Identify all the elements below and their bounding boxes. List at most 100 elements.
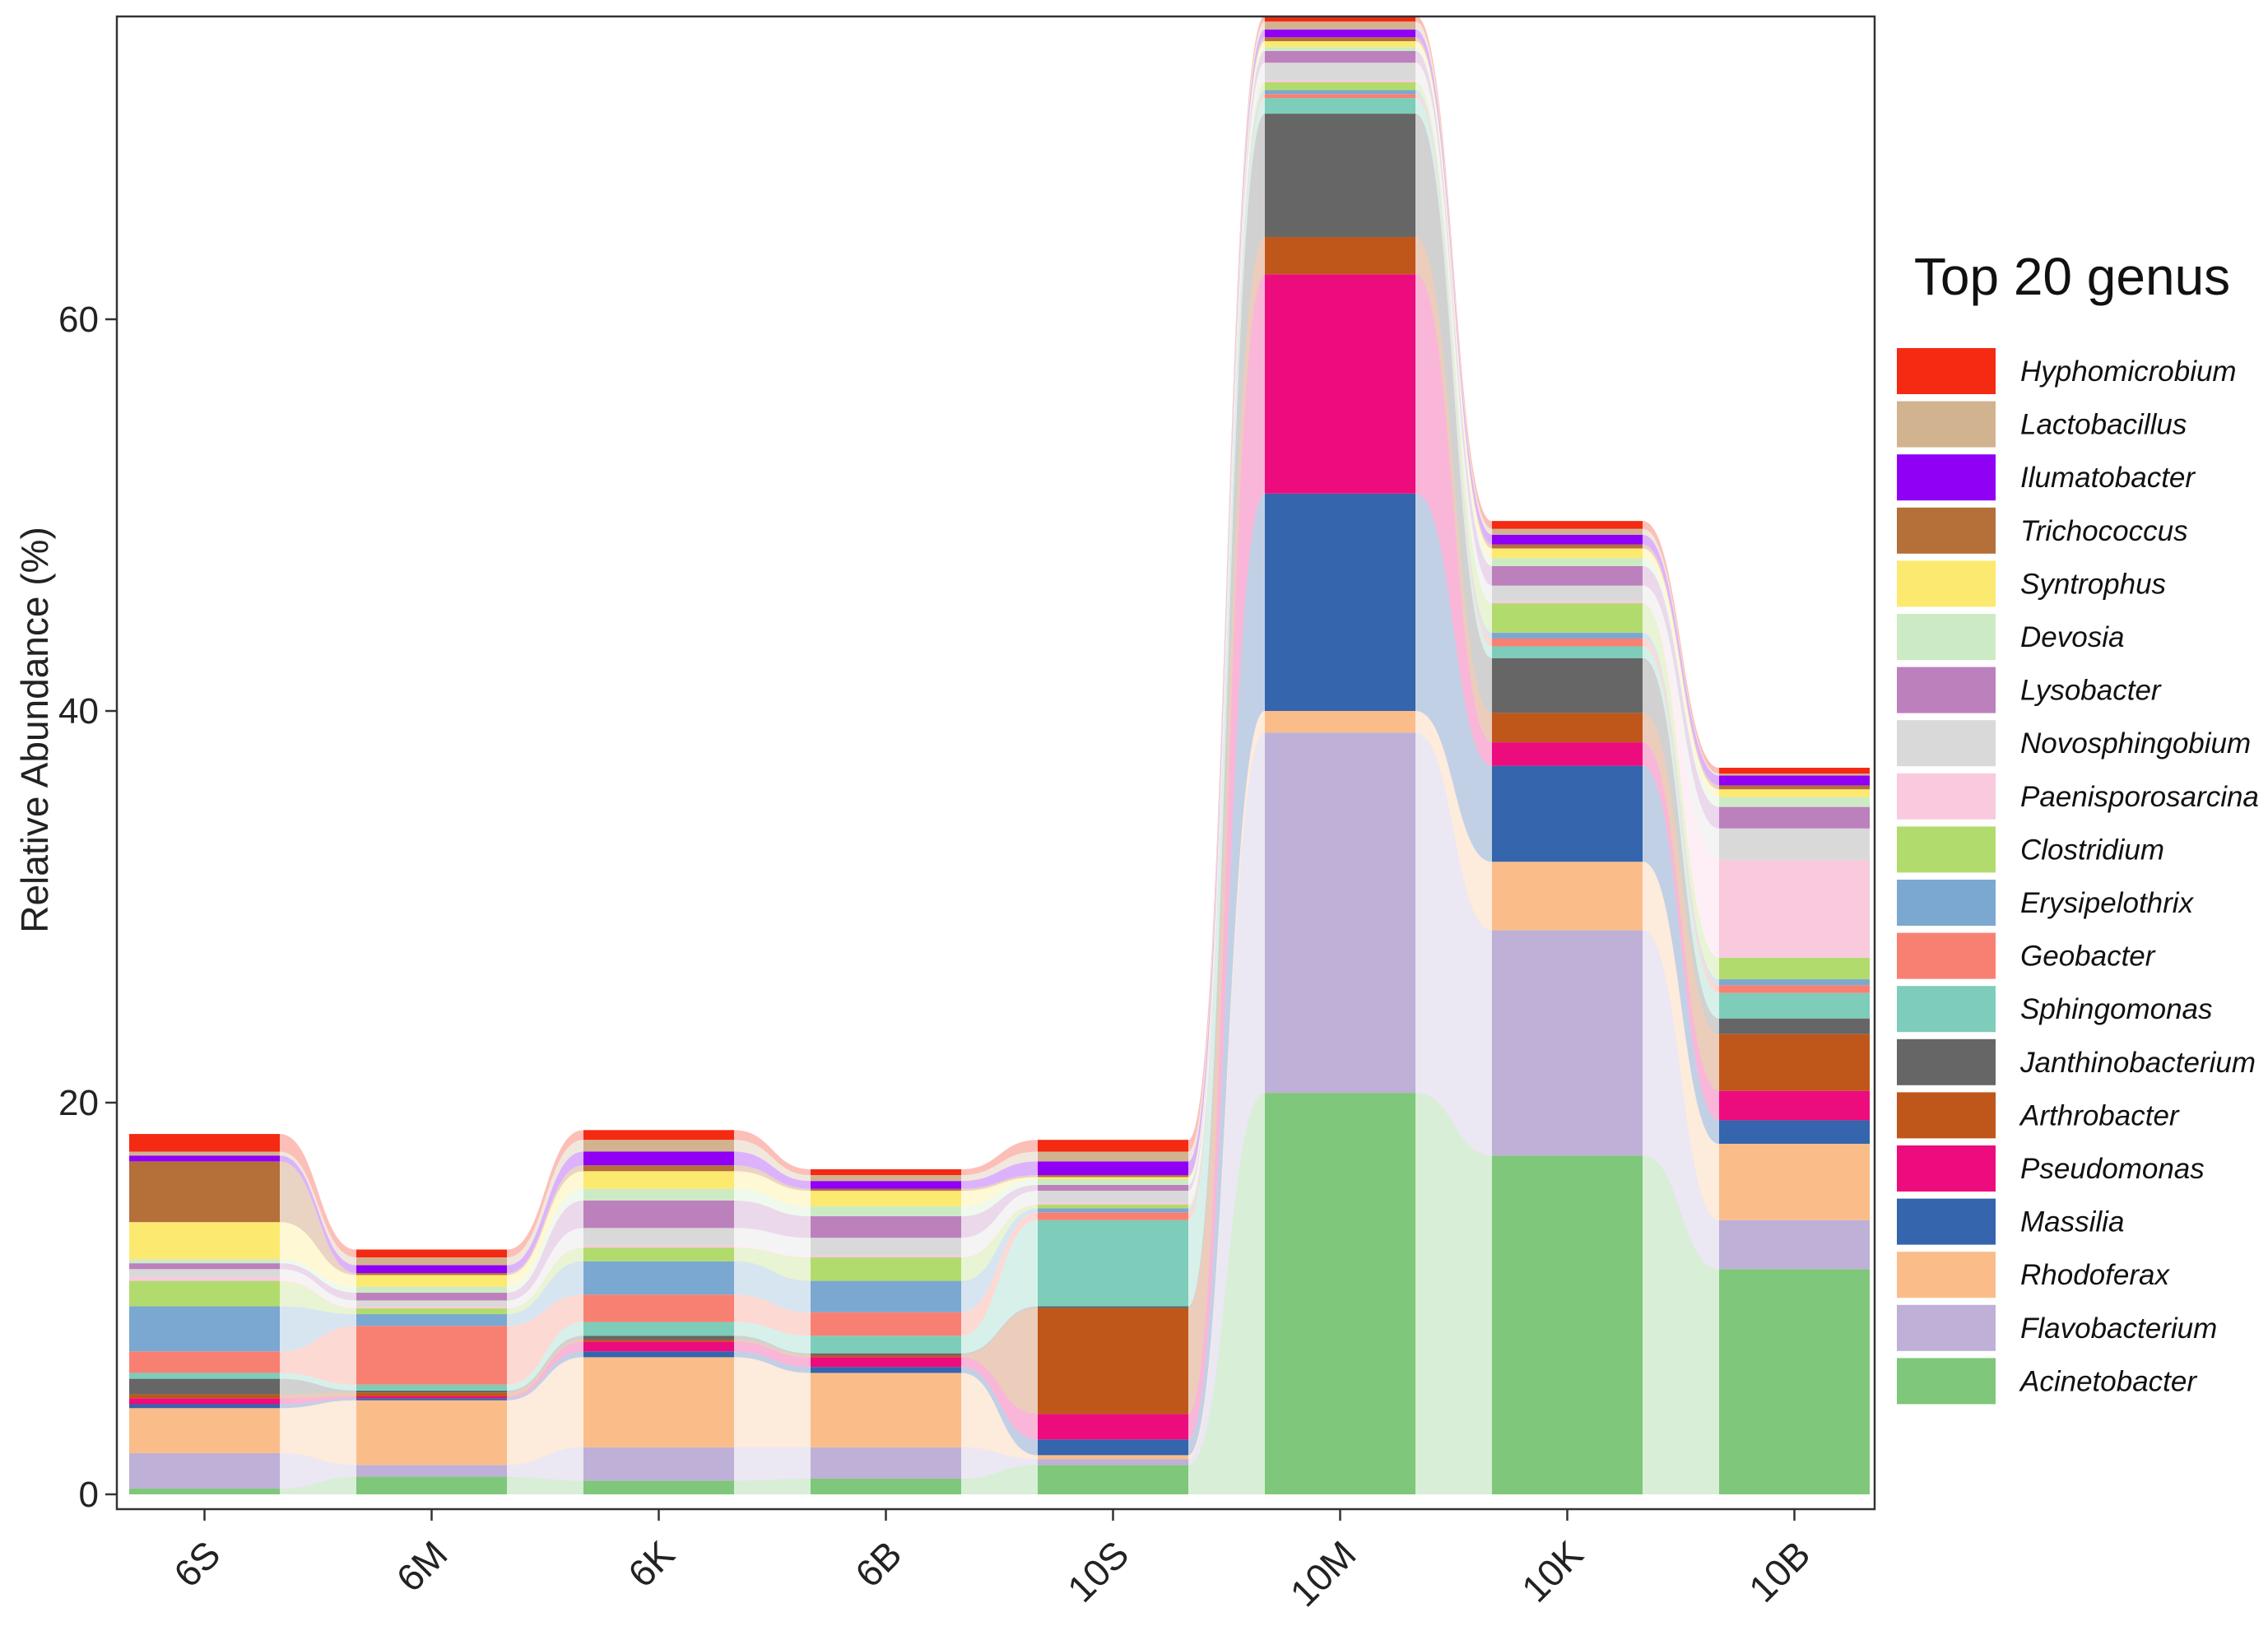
flow-geobacter-6m-6k	[507, 1294, 583, 1385]
bar-segment-10b-pseudomonas	[1719, 1090, 1870, 1121]
legend-item-geobacter: Geobacter	[1897, 932, 2156, 979]
x-tick-label-6k: 6K	[620, 1532, 683, 1596]
legend-swatch-arthrobacter	[1897, 1092, 1996, 1139]
flow-arthrobacter-6s-6m	[280, 1392, 356, 1399]
bar-segment-6m-janthinobacterium	[356, 1390, 507, 1393]
legend-title: Top 20 genus	[1914, 247, 2230, 306]
bar-segment-6b-lactobacillus	[811, 1175, 961, 1182]
stacked-bars	[129, 16, 1870, 1494]
bar-segment-6m-rhodoferax	[356, 1400, 507, 1466]
bar-segment-10b-lysobacter	[1719, 806, 1870, 829]
bar-segment-6s-rhodoferax	[129, 1408, 280, 1454]
bar-segment-10k-devosia	[1492, 558, 1643, 566]
flow-paenisporosarcina-6s-6m	[280, 1276, 356, 1308]
x-tick-label-6s: 6S	[165, 1532, 229, 1596]
flow-geobacter-6s-6m	[280, 1326, 356, 1385]
bar-segment-10m-janthinobacterium	[1265, 114, 1415, 238]
legend-item-paenisporosarcina: Paenisporosarcina	[1897, 773, 2259, 820]
flow-massilia-10m-10k	[1415, 493, 1492, 862]
flow-massilia-10k-10b	[1643, 765, 1719, 1144]
flow-pseudomonas-6m-6k	[507, 1341, 583, 1399]
bar-segment-6k-geobacter	[583, 1294, 734, 1322]
bar-segment-10k-sphingomonas	[1492, 646, 1643, 658]
flow-syntrophus-10s-10m	[1188, 41, 1265, 1179]
bar-segment-10k-hyphomicrobium	[1492, 521, 1643, 529]
flow-novosphingobium-10m-10k	[1415, 63, 1492, 602]
bar-segment-10k-paenisporosarcina	[1492, 601, 1643, 604]
flow-paenisporosarcina-10m-10k	[1415, 80, 1492, 604]
flow-ilumatobacter-6m-6k	[507, 1151, 583, 1274]
flow-sphingomonas-6k-6b	[734, 1322, 811, 1354]
flow-hyphomicrobium-10s-10m	[1188, 16, 1265, 1152]
flow-hyphomicrobium-10m-10k	[1415, 16, 1492, 529]
flow-paenisporosarcina-6m-6k	[507, 1245, 583, 1308]
legend-swatch-acinetobacter	[1897, 1358, 1996, 1405]
bar-segment-10b-hyphomicrobium	[1719, 768, 1870, 774]
bar-segment-6b-hyphomicrobium	[811, 1168, 961, 1176]
bar-segment-6k-novosphingobium	[583, 1228, 734, 1246]
bar-segment-10k-acinetobacter	[1492, 1155, 1643, 1494]
flow-pseudomonas-6b-10s	[961, 1357, 1038, 1440]
bar-segment-6b-novosphingobium	[811, 1238, 961, 1256]
bar-segment-10k-clostridium	[1492, 603, 1643, 633]
bar-segment-10m-ilumatobacter	[1265, 29, 1415, 38]
bar-segment-10s-pseudomonas	[1038, 1414, 1188, 1440]
legend-item-rhodoferax: Rhodoferax	[1897, 1252, 2170, 1298]
legend-swatch-trichococcus	[1897, 507, 1996, 554]
legend-swatch-syntrophus	[1897, 560, 1996, 607]
flow-rhodoferax-6m-6k	[507, 1357, 583, 1466]
flow-hyphomicrobium-6b-10s	[961, 1140, 1038, 1176]
bar-segment-6b-paenisporosarcina	[811, 1255, 961, 1258]
bar-segment-6k-paenisporosarcina	[583, 1245, 734, 1248]
bar-segment-6b-erysipelothrix	[811, 1280, 961, 1312]
bar-segment-10b-acinetobacter	[1719, 1269, 1870, 1494]
flow-paenisporosarcina-6b-10s	[961, 1202, 1038, 1258]
bar-segment-10m-arthrobacter	[1265, 237, 1415, 275]
flow-paenisporosarcina-6k-6b	[734, 1245, 811, 1258]
flow-lysobacter-10s-10m	[1188, 50, 1265, 1192]
flow-trichococcus-6b-10s	[961, 1175, 1038, 1192]
bar-segment-6s-clostridium	[129, 1280, 280, 1307]
flow-janthinobacterium-6b-10s	[961, 1306, 1038, 1356]
bar-segment-10m-acinetobacter	[1265, 1093, 1415, 1494]
bar-segment-6m-pseudomonas	[356, 1396, 507, 1399]
bar-segment-6b-pseudomonas	[811, 1357, 961, 1368]
legend-item-syntrophus: Syntrophus	[1897, 560, 2166, 607]
bar-segment-6b-acinetobacter	[811, 1478, 961, 1494]
flow-trichococcus-6k-6b	[734, 1165, 811, 1192]
flow-lysobacter-6s-6m	[280, 1263, 356, 1301]
flow-syntrophus-6b-10s	[961, 1177, 1038, 1207]
bar-segment-6s-sphingomonas	[129, 1373, 280, 1379]
flow-geobacter-6k-6b	[734, 1294, 811, 1336]
flow-novosphingobium-6b-10s	[961, 1191, 1038, 1256]
bar-segment-6s-paenisporosarcina	[129, 1276, 280, 1281]
flow-pseudomonas-10s-10m	[1188, 274, 1265, 1440]
bar-segment-10s-devosia	[1038, 1178, 1188, 1185]
flow-trichococcus-6m-6k	[507, 1165, 583, 1275]
bar-segment-10k-novosphingobium	[1492, 585, 1643, 602]
bar-segment-6m-arthrobacter	[356, 1392, 507, 1396]
flow-trichococcus-10s-10m	[1188, 37, 1265, 1178]
bar-segment-6s-massilia	[129, 1404, 280, 1409]
x-tick-label-10m: 10M	[1282, 1532, 1364, 1614]
flow-erysipelothrix-6m-6k	[507, 1261, 583, 1326]
flow-novosphingobium-6s-6m	[280, 1269, 356, 1307]
bar-segment-6m-clostridium	[356, 1308, 507, 1315]
bar-segment-6s-ilumatobacter	[129, 1155, 280, 1162]
bar-segment-6k-syntrophus	[583, 1171, 734, 1189]
flow-clostridium-6k-6b	[734, 1247, 811, 1281]
legend-swatch-geobacter	[1897, 932, 1996, 979]
flow-lysobacter-6b-10s	[961, 1184, 1038, 1238]
legend-item-flavobacterium: Flavobacterium	[1897, 1304, 2217, 1351]
flow-lactobacillus-6m-6k	[507, 1140, 583, 1266]
legend-swatch-janthinobacterium	[1897, 1038, 1996, 1085]
bar-segment-6s-syntrophus	[129, 1222, 280, 1260]
flow-syntrophus-6m-6k	[507, 1171, 583, 1287]
flow-flavobacterium-10k-10b	[1643, 930, 1719, 1270]
bar-segment-10s-massilia	[1038, 1439, 1188, 1456]
bar-segment-6s-lysobacter	[129, 1263, 280, 1270]
legend-swatch-rhodoferax	[1897, 1252, 1996, 1298]
bar-segment-6m-syntrophus	[356, 1275, 507, 1287]
flow-devosia-10s-10m	[1188, 47, 1265, 1185]
